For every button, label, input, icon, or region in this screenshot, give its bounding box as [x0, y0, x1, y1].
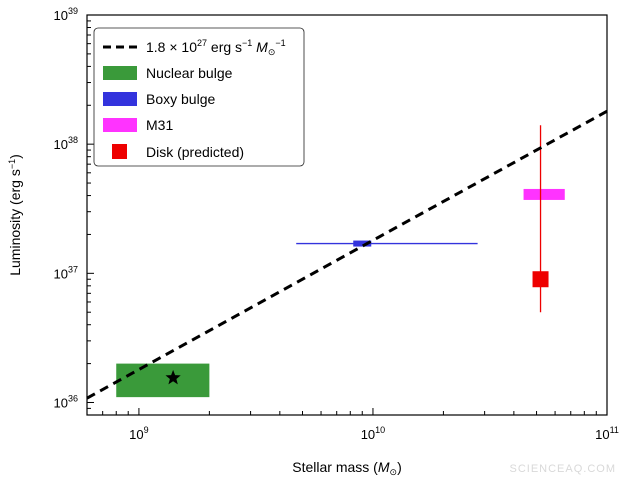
watermark-text: SCIENCEAQ.COM — [509, 463, 616, 475]
data-box-m31 — [523, 188, 565, 200]
data-marks — [86, 109, 608, 400]
x-tick-label: 1010 — [361, 425, 385, 442]
x-tick-label: 109 — [129, 425, 148, 442]
plot-frame — [86, 14, 608, 416]
legend-label-nuclear-bulge: Nuclear bulge — [146, 65, 233, 81]
data-box-nuclear-bulge — [116, 363, 210, 398]
axis-ticks: 109 1010 1011 1036 1037 1038 1039 — [54, 6, 619, 442]
star-marker — [165, 369, 181, 385]
y-tick-label: 1036 — [54, 393, 78, 410]
legend-label-boxy-bulge: Boxy bulge — [146, 91, 215, 107]
legend-swatch-nuclear-bulge — [103, 66, 137, 80]
legend-swatch-disk-predicted — [112, 144, 127, 159]
y-axis-label: Luminosity (erg s−1) — [7, 154, 23, 276]
legend-label-disk-predicted: Disk (predicted) — [146, 144, 244, 160]
legend-frame — [93, 27, 305, 167]
legend-label-m31: M31 — [146, 117, 173, 133]
x-axis-label: Stellar mass (M⊙) — [292, 459, 401, 477]
y-tick-label: 1037 — [54, 264, 78, 281]
legend: 1.8 × 1027 erg s−1 M⊙−1 Nuclear bulge Bo… — [93, 27, 305, 167]
y-tick-label: 1038 — [54, 135, 78, 152]
legend-swatch-m31 — [103, 118, 137, 132]
y-tick-label: 1039 — [54, 6, 78, 23]
legend-label-relation: 1.8 × 1027 erg s−1 M⊙−1 — [146, 38, 286, 57]
relation-line — [86, 109, 608, 400]
x-tick-label: 1011 — [595, 425, 619, 442]
legend-swatch-boxy-bulge — [103, 92, 137, 106]
data-point-boxy-bulge — [353, 240, 372, 247]
data-point-disk-predicted — [532, 271, 549, 288]
